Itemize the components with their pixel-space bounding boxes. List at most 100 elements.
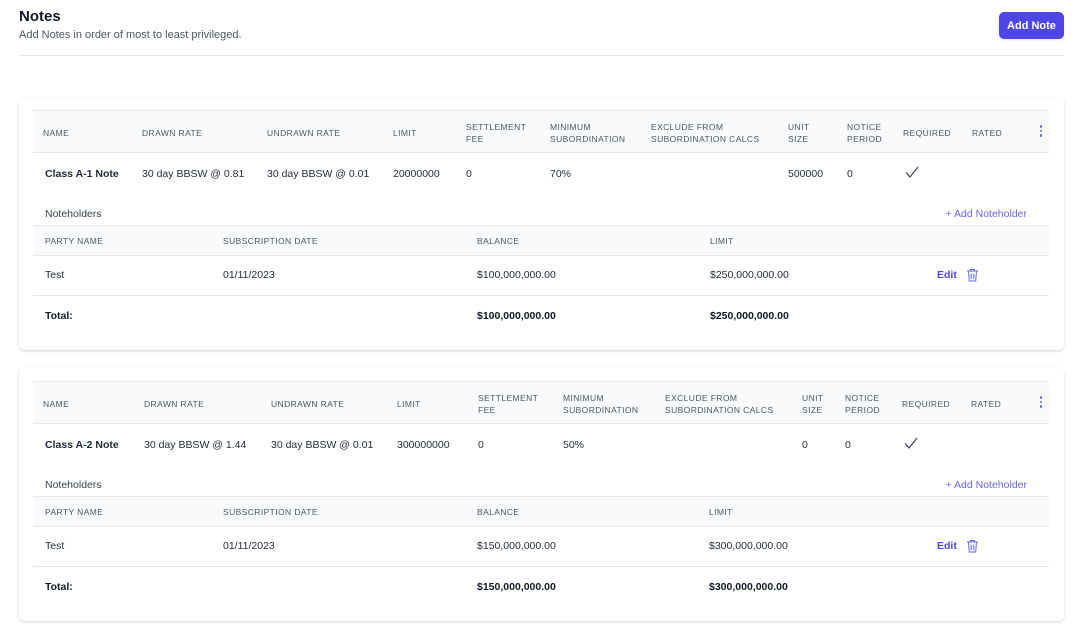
limit: $250,000,000.00	[710, 269, 789, 281]
noteholders-title: Noteholders	[45, 479, 102, 491]
subscription-date: 01/11/2023	[223, 269, 275, 281]
col-balance: BALANCE	[477, 507, 520, 517]
col-nh-limit: LIMIT	[709, 507, 733, 517]
trash-icon[interactable]	[966, 539, 979, 553]
col-settlement-fee-line2: FEE	[478, 405, 496, 415]
note-unit-size: 500000	[788, 168, 824, 180]
table-row: Test 01/11/2023 $100,000,000.00 $250,000…	[33, 256, 1049, 296]
note-card: NAME DRAWN RATE UNDRAWN RATE LIMIT SETTL…	[19, 368, 1064, 621]
col-notice-period: NOTICE PERIOD	[847, 121, 882, 145]
note-drawn-rate: 30 day BBSW @ 0.81	[142, 168, 245, 180]
note-table: NAME DRAWN RATE UNDRAWN RATE LIMIT SETTL…	[33, 110, 1049, 322]
col-limit: LIMIT	[393, 128, 417, 138]
col-exclude-line2: SUBORDINATION CALCS	[665, 405, 774, 415]
page-title: Notes	[19, 8, 61, 25]
col-notice-period: NOTICE PERIOD	[845, 392, 880, 416]
col-subscription-date: SUBSCRIPTION DATE	[223, 236, 318, 246]
note-row: Class A-2 Note 30 day BBSW @ 1.44 30 day…	[33, 424, 1049, 466]
col-undrawn-rate: UNDRAWN RATE	[267, 128, 341, 138]
col-unit-size: UNIT SIZE	[802, 392, 823, 416]
note-settlement-fee: 0	[466, 168, 472, 180]
col-unit-size-line2: SIZE	[788, 134, 809, 144]
col-unit-size: UNIT SIZE	[788, 121, 809, 145]
note-unit-size: 0	[802, 439, 808, 451]
balance: $150,000,000.00	[477, 540, 556, 552]
col-drawn-rate: DRAWN RATE	[142, 128, 203, 138]
note-minimum-subordination: 70%	[550, 168, 572, 180]
total-row: Total: $100,000,000.00 $250,000,000.00	[33, 296, 1049, 336]
checkmark-icon	[905, 166, 919, 178]
note-limit: 300000000	[397, 439, 450, 451]
subscription-date: 01/11/2023	[223, 540, 275, 552]
col-min-sub-line1: MINIMUM	[550, 122, 592, 132]
checkmark-icon	[904, 437, 918, 449]
col-settlement-fee: SETTLEMENT FEE	[466, 121, 526, 145]
note-minimum-subordination: 50%	[563, 439, 585, 451]
col-undrawn-rate: UNDRAWN RATE	[271, 399, 345, 409]
col-exclude-line2: SUBORDINATION CALCS	[651, 134, 760, 144]
col-subscription-date: SUBSCRIPTION DATE	[223, 507, 318, 517]
col-settlement-fee: SETTLEMENT FEE	[478, 392, 538, 416]
col-exclude-subordination: EXCLUDE FROM SUBORDINATION CALCS	[651, 121, 760, 145]
note-table-header: NAME DRAWN RATE UNDRAWN RATE LIMIT SETTL…	[33, 381, 1049, 424]
col-settlement-fee-line2: FEE	[466, 134, 484, 144]
col-unit-size-line1: UNIT	[788, 122, 810, 132]
col-name: NAME	[43, 128, 70, 138]
col-required: REQUIRED	[902, 399, 951, 409]
add-note-button[interactable]: Add Note	[999, 12, 1064, 39]
col-required: REQUIRED	[903, 128, 952, 138]
note-name: Class A-1 Note	[45, 168, 119, 180]
total-label: Total:	[45, 581, 73, 593]
col-unit-size-line1: UNIT	[802, 393, 824, 403]
note-table: NAME DRAWN RATE UNDRAWN RATE LIMIT SETTL…	[33, 381, 1049, 593]
noteholders-header: PARTY NAME SUBSCRIPTION DATE BALANCE LIM…	[33, 225, 1049, 256]
col-limit: LIMIT	[397, 399, 421, 409]
limit: $300,000,000.00	[709, 540, 788, 552]
col-minimum-subordination: MINIMUM SUBORDINATION	[563, 392, 638, 416]
col-notice-line2: PERIOD	[847, 134, 882, 144]
note-card: NAME DRAWN RATE UNDRAWN RATE LIMIT SETTL…	[19, 97, 1064, 350]
col-balance: BALANCE	[477, 236, 520, 246]
page-header: Notes Add Notes in order of most to leas…	[19, 0, 1064, 56]
col-min-sub-line2: SUBORDINATION	[550, 134, 626, 144]
col-rated: RATED	[972, 128, 1003, 138]
edit-link[interactable]: Edit	[937, 540, 957, 552]
note-drawn-rate: 30 day BBSW @ 1.44	[144, 439, 247, 451]
add-noteholder-link[interactable]: + Add Noteholder	[945, 479, 1027, 491]
col-notice-line1: NOTICE	[847, 122, 882, 132]
col-minimum-subordination: MINIMUM SUBORDINATION	[550, 121, 625, 145]
balance: $100,000,000.00	[477, 269, 556, 281]
note-row: Class A-1 Note 30 day BBSW @ 0.81 30 day…	[33, 153, 1049, 195]
col-nh-limit: LIMIT	[710, 236, 734, 246]
col-notice-line1: NOTICE	[845, 393, 880, 403]
trash-icon[interactable]	[966, 268, 979, 282]
col-min-sub-line2: SUBORDINATION	[563, 405, 639, 415]
note-table-header: NAME DRAWN RATE UNDRAWN RATE LIMIT SETTL…	[33, 110, 1049, 153]
col-drawn-rate: DRAWN RATE	[144, 399, 205, 409]
note-name: Class A-2 Note	[45, 439, 119, 451]
col-exclude-line1: EXCLUDE FROM	[665, 393, 738, 403]
add-noteholder-link[interactable]: + Add Noteholder	[945, 208, 1027, 220]
col-unit-size-line2: SIZE	[802, 405, 823, 415]
noteholders-title: Noteholders	[45, 208, 102, 220]
col-rated: RATED	[971, 399, 1002, 409]
edit-link[interactable]: Edit	[937, 269, 957, 281]
total-balance: $150,000,000.00	[477, 581, 556, 593]
col-party-name: PARTY NAME	[45, 507, 104, 517]
noteholders-header: PARTY NAME SUBSCRIPTION DATE BALANCE LIM…	[33, 496, 1049, 527]
page-subtitle: Add Notes in order of most to least priv…	[19, 29, 242, 41]
more-options-icon[interactable]	[1039, 396, 1043, 410]
col-settlement-fee-line1: SETTLEMENT	[478, 393, 539, 403]
col-exclude-subordination: EXCLUDE FROM SUBORDINATION CALCS	[665, 392, 774, 416]
note-undrawn-rate: 30 day BBSW @ 0.01	[267, 168, 370, 180]
note-settlement-fee: 0	[478, 439, 484, 451]
party-name: Test	[45, 540, 65, 552]
total-limit: $250,000,000.00	[710, 310, 789, 322]
col-settlement-fee-line1: SETTLEMENT	[466, 122, 527, 132]
more-options-icon[interactable]	[1039, 125, 1043, 139]
col-min-sub-line1: MINIMUM	[563, 393, 605, 403]
note-notice-period: 0	[845, 439, 851, 451]
total-balance: $100,000,000.00	[477, 310, 556, 322]
total-limit: $300,000,000.00	[709, 581, 788, 593]
note-notice-period: 0	[847, 168, 853, 180]
